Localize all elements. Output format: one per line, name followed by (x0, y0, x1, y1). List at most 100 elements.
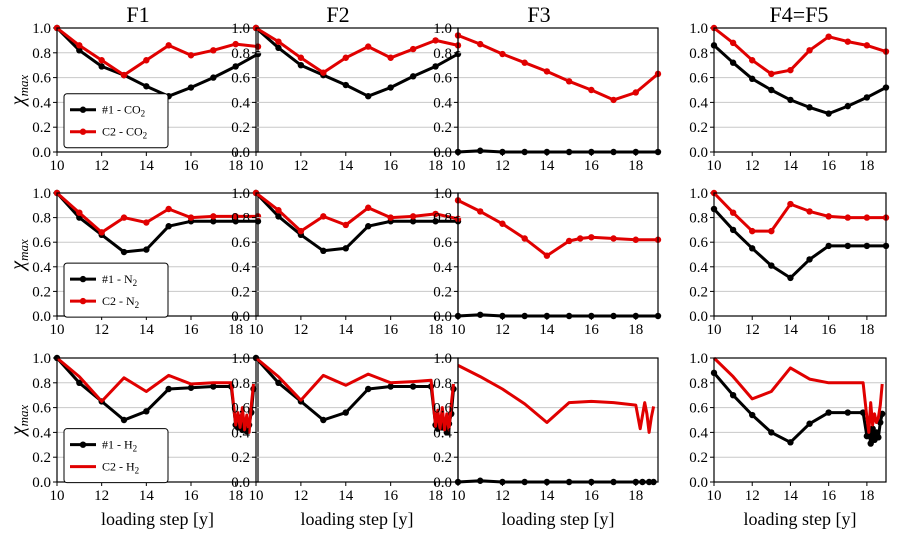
y-tick-label: 1.0 (231, 186, 250, 202)
data-point (320, 416, 327, 424)
legend-label-sub: 2 (133, 278, 138, 288)
data-point (877, 419, 884, 426)
data-point (187, 384, 195, 391)
data-point (729, 392, 737, 399)
col-title-f4f5: F4=F5 (770, 2, 829, 27)
data-point (365, 204, 372, 211)
data-point (749, 411, 756, 419)
data-point (275, 44, 282, 52)
data-point (165, 42, 172, 49)
x-tick-label: 12 (94, 488, 109, 504)
y-tick-label: 0.6 (231, 71, 250, 87)
x-tick-label: 16 (184, 322, 200, 338)
data-point (297, 61, 305, 69)
data-point (844, 409, 851, 416)
x-tick-label: 12 (94, 158, 109, 174)
y-tick-label: 0.4 (433, 260, 452, 276)
data-point (499, 220, 506, 227)
series-line-red (56, 26, 259, 77)
x-tick-label: 14 (539, 158, 555, 174)
data-point (342, 245, 349, 252)
data-point (187, 214, 195, 221)
y-tick-label: 1.0 (433, 351, 452, 367)
data-point (187, 52, 195, 59)
data-point (729, 209, 737, 216)
panel-r2-c1: 0.0 0.2 0.4 0.6 0.8 1.0 10 12 14 16 18 loading step… (231, 351, 459, 529)
y-tick-label: 0.6 (433, 235, 452, 251)
y-tick-label: 0.0 (231, 145, 250, 161)
data-point (232, 213, 239, 220)
x-tick-label: 10 (707, 322, 722, 338)
data-point (844, 242, 851, 250)
data-point (477, 208, 484, 215)
x-tick-label: 18 (628, 322, 643, 338)
series-line-black (55, 26, 259, 98)
plot-frame (713, 192, 887, 317)
series-line-red (457, 364, 656, 434)
y-tick-label: 0.8 (231, 211, 250, 227)
data-point (863, 432, 871, 440)
legend-label-main: C2 - H (102, 460, 135, 474)
x-tick-label: 16 (821, 322, 837, 338)
legend-box (63, 262, 169, 318)
y-tick-label: 0.0 (689, 475, 708, 491)
data-point (768, 86, 775, 94)
data-point (232, 40, 239, 48)
x-tick-label: 12 (495, 158, 510, 174)
legend-marker (79, 297, 87, 305)
data-point (297, 227, 305, 235)
data-point (98, 57, 105, 64)
y-tick-label: 0.2 (32, 120, 51, 136)
x-tick-label: 10 (249, 322, 264, 338)
x-axis-label: loading step [y] (301, 509, 414, 529)
x-tick-label: 12 (293, 158, 308, 174)
y-tick-label: 0.4 (231, 260, 250, 276)
data-point (143, 57, 150, 64)
x-tick-label: 14 (783, 158, 799, 174)
legend-label-main: #1 - H (102, 438, 133, 452)
data-point (98, 229, 105, 236)
y-tick-label: 0.2 (231, 450, 250, 466)
data-point (806, 208, 813, 215)
data-point (409, 45, 417, 53)
y-axis-label-sub: max (16, 75, 31, 97)
x-tick-label: 12 (495, 488, 510, 504)
x-tick-label: 14 (139, 488, 155, 504)
data-point (387, 383, 394, 390)
legend-label-main: #1 - N (102, 272, 133, 286)
x-tick-label: 18 (428, 158, 443, 174)
col-title-f2: F2 (326, 2, 349, 27)
data-point (342, 409, 349, 416)
y-tick-label: 0.8 (433, 211, 452, 227)
data-point (143, 246, 150, 253)
legend-box (63, 428, 169, 484)
y-tick-label: 1.0 (231, 351, 250, 367)
data-point (120, 416, 128, 424)
y-tick-label: 0.2 (433, 120, 452, 136)
x-tick-label: 10 (249, 158, 264, 174)
data-point (543, 252, 551, 259)
data-point (365, 93, 372, 100)
panel-r1-c3: 0.0 0.2 0.4 0.6 0.8 1.0 10 12 14 16 18 (689, 186, 890, 338)
y-axis-label-main: χ (7, 425, 29, 437)
x-axis-label: loading step [y] (101, 509, 214, 529)
y-tick-label: 0.8 (433, 46, 452, 62)
data-point (477, 477, 484, 484)
y-tick-label: 0.0 (32, 309, 51, 325)
x-tick-label: 16 (383, 158, 399, 174)
data-point (749, 227, 756, 235)
series-line-black (254, 356, 455, 434)
plot-frame (713, 357, 887, 483)
series-line-red (255, 26, 459, 75)
x-tick-label: 10 (707, 488, 722, 504)
data-point (787, 439, 794, 446)
plot-frame (255, 192, 459, 317)
y-tick-label: 0.4 (32, 95, 51, 111)
panel-r1-c2: 0.0 0.2 0.4 0.6 0.8 1.0 10 12 14 16 18 (433, 186, 662, 338)
data-point (432, 37, 439, 44)
data-point (588, 234, 595, 241)
y-tick-label: 0.8 (32, 46, 51, 62)
series-line-black (255, 26, 459, 98)
